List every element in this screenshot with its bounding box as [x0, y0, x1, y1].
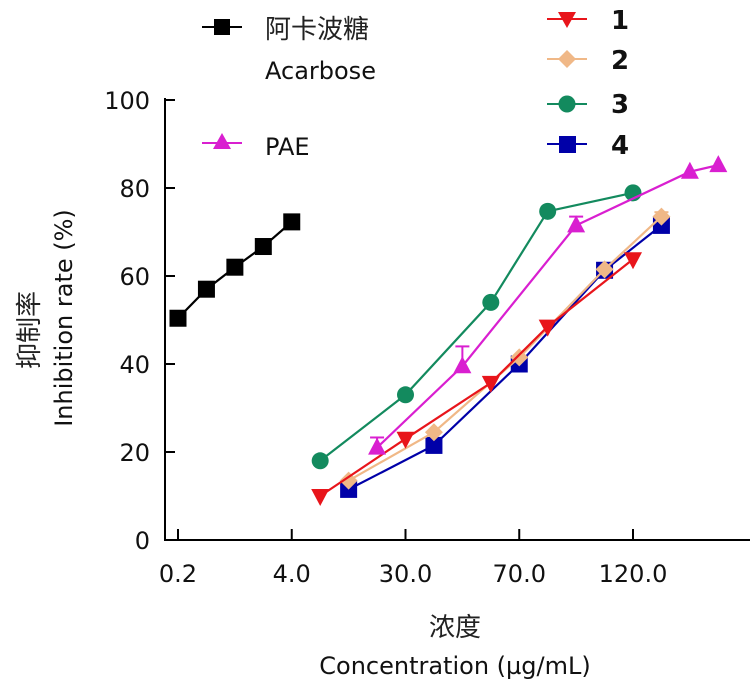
data-point — [539, 202, 557, 220]
y-tick-label: 0 — [135, 527, 150, 555]
legend-item-acarbose: 阿卡波糖 Acarbose — [202, 15, 376, 85]
diamond-marker-icon — [558, 50, 576, 68]
legend-label: 2 — [611, 46, 629, 76]
legend-item-pae: PAE — [202, 133, 310, 161]
x-tick-label: 30.0 — [379, 560, 432, 588]
data-point — [680, 161, 699, 179]
legend-label: Acarbose — [265, 57, 376, 85]
series-pae — [368, 155, 728, 455]
y-tick-label: 100 — [104, 87, 150, 115]
data-point — [595, 260, 614, 279]
data-point — [311, 452, 329, 470]
series-acarbose — [169, 213, 301, 327]
x-tick-label: 120.0 — [599, 560, 668, 588]
data-point — [453, 356, 472, 374]
x-tick-label: 0.2 — [159, 560, 197, 588]
circle-marker-icon — [558, 95, 576, 113]
y-tick-label: 60 — [119, 263, 150, 291]
data-point — [197, 280, 215, 298]
y-axis-title: Inhibition rate (%) — [50, 209, 78, 427]
legend-item-4: 4 — [547, 131, 629, 161]
data-point — [538, 319, 557, 337]
data-point — [510, 348, 529, 367]
legend-item-2: 2 — [547, 46, 629, 76]
triangle-down-marker-icon — [558, 12, 576, 28]
data-point — [652, 207, 671, 226]
legend-item-1: 1 — [547, 6, 629, 36]
series-line — [348, 224, 663, 491]
legend-label-cn: 阿卡波糖 — [265, 15, 369, 45]
data-point — [481, 375, 500, 393]
series-s4 — [340, 216, 670, 498]
data-point — [624, 252, 642, 270]
data-point — [425, 436, 443, 454]
series-line — [319, 258, 634, 497]
square-marker-icon — [559, 136, 576, 153]
series-line — [319, 191, 634, 462]
square-marker-icon — [214, 19, 230, 35]
data-point — [709, 155, 728, 173]
y-axis-title-cn: 抑制率 — [15, 291, 45, 369]
y-tick-label: 80 — [119, 175, 150, 203]
data-point — [339, 471, 358, 490]
x-tick-label: 4.0 — [273, 560, 311, 588]
series-s1 — [311, 252, 642, 506]
legend-label: PAE — [265, 133, 310, 161]
data-point — [169, 309, 187, 327]
data-point — [368, 437, 387, 455]
x-tick-label: 70.0 — [493, 560, 546, 588]
y-ticks: 0 20 40 60 80 100 — [104, 87, 175, 555]
legend-item-3: 3 — [547, 90, 629, 120]
legend: 阿卡波糖 Acarbose PAE 1 2 3 4 — [202, 6, 629, 161]
series-s3 — [311, 184, 642, 470]
series-s2 — [339, 207, 671, 490]
y-tick-label: 20 — [119, 439, 150, 467]
data-point — [311, 489, 330, 506]
axes — [164, 98, 750, 541]
data-point — [396, 431, 415, 449]
data-point — [567, 215, 586, 233]
triangle-up-marker-icon — [213, 133, 231, 149]
legend-label: 4 — [611, 131, 629, 161]
data-point — [482, 293, 500, 311]
series-layer — [169, 155, 728, 506]
x-axis-title: Concentration (µg/mL) — [319, 652, 590, 680]
data-point — [397, 386, 414, 404]
data-point — [254, 238, 272, 256]
data-point — [283, 213, 301, 231]
legend-label: 1 — [611, 6, 629, 36]
legend-label: 3 — [611, 90, 629, 120]
series-line — [348, 215, 663, 482]
x-axis-title-cn: 浓度 — [429, 613, 481, 643]
x-ticks: 0.2 4.0 30.0 70.0 120.0 — [159, 529, 667, 588]
y-tick-label: 40 — [119, 351, 150, 379]
data-point — [226, 258, 244, 276]
data-point — [424, 423, 443, 442]
